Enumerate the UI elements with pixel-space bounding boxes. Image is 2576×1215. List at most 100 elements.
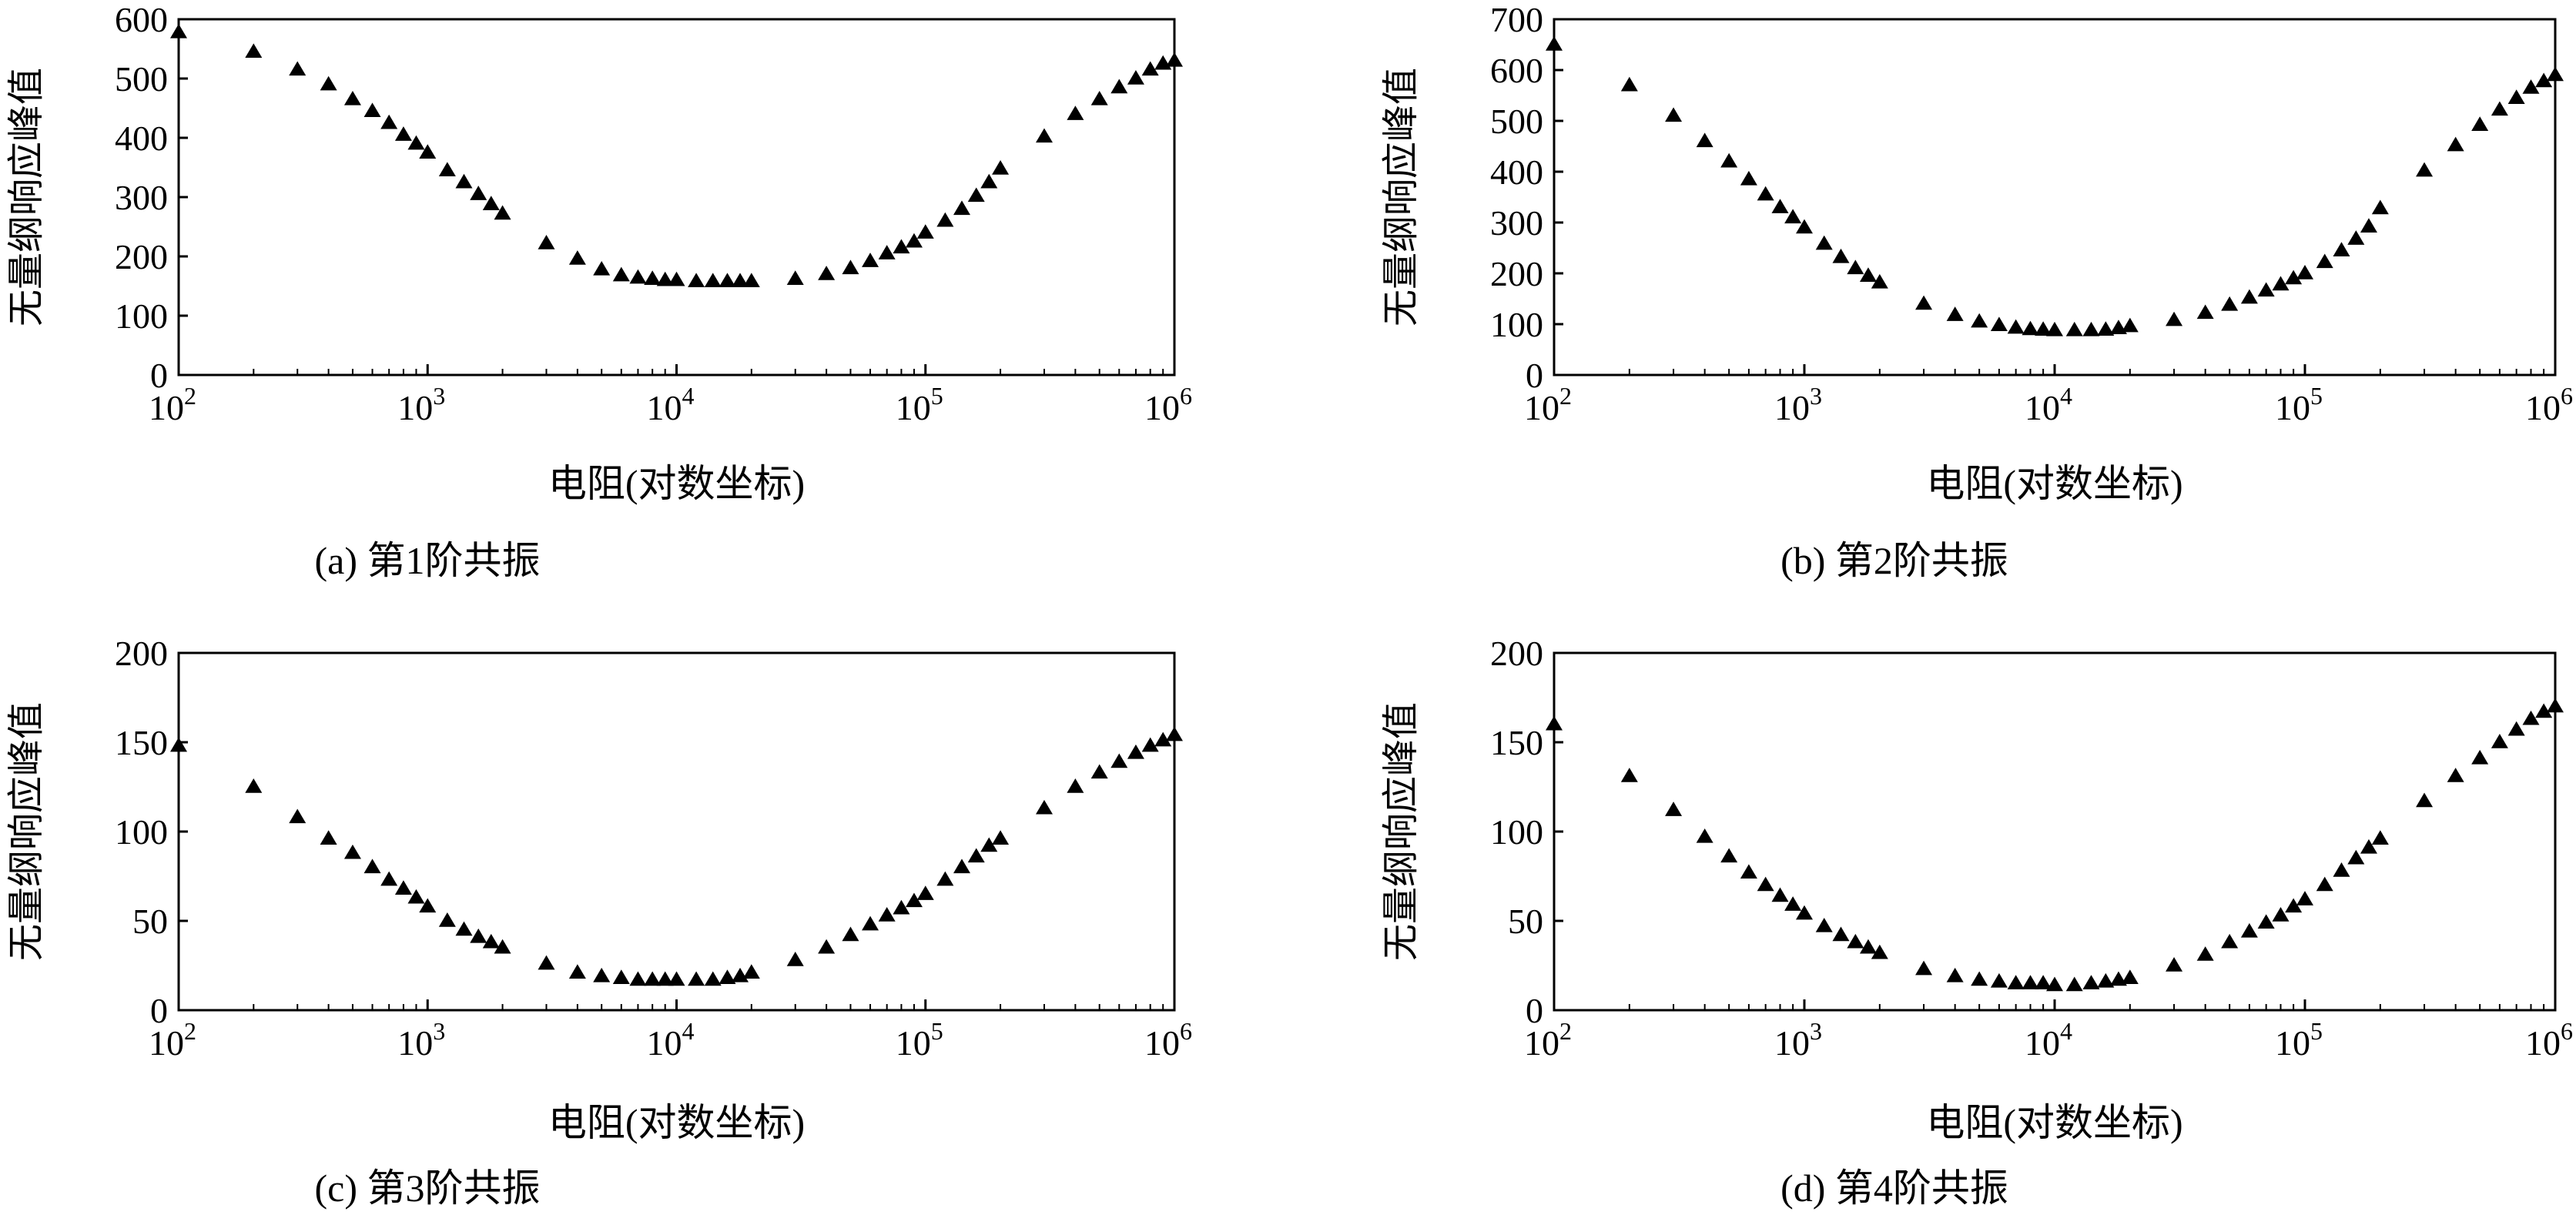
data-point-c xyxy=(394,880,412,895)
x-tick-label-a: 103 xyxy=(397,382,445,427)
data-point-b xyxy=(2371,199,2389,215)
data-point-d xyxy=(1815,917,1833,932)
data-point-a xyxy=(786,270,804,285)
x-tick-label-d: 102 xyxy=(1524,1017,1572,1063)
data-point-b xyxy=(2491,101,2508,116)
data-point-b xyxy=(2507,89,2525,104)
data-point-c xyxy=(936,871,954,886)
data-point-c xyxy=(629,971,647,986)
x-tick-label-a: 104 xyxy=(647,382,695,427)
data-point-c xyxy=(668,971,685,986)
y-tick-label-b: 500 xyxy=(1490,102,1543,141)
data-point-d xyxy=(1990,972,2008,988)
data-point-c xyxy=(289,808,307,824)
data-point-b xyxy=(2082,321,2100,336)
data-point-a xyxy=(363,102,381,118)
x-tick-label-c: 106 xyxy=(1144,1017,1192,1063)
x-tick-label-d: 105 xyxy=(2275,1017,2323,1063)
x-tick-base-d: 10 xyxy=(2275,1023,2310,1063)
data-point-a xyxy=(494,205,511,220)
data-point-d xyxy=(1771,887,1789,902)
x-tick-exponent-b: 6 xyxy=(2561,382,2573,410)
data-point-a xyxy=(905,233,923,248)
y-tick-label-d: 0 xyxy=(1526,991,1543,1030)
x-tick-exponent-d: 3 xyxy=(1810,1017,1822,1045)
data-point-a xyxy=(719,273,736,288)
data-point-a xyxy=(644,270,662,285)
data-point-b xyxy=(2221,296,2239,311)
chart-caption-a: (a) 第1阶共振 xyxy=(315,539,541,582)
data-point-c xyxy=(1154,731,1172,747)
data-point-c xyxy=(568,964,586,979)
y-tick-label-b: 300 xyxy=(1490,203,1543,243)
data-point-a xyxy=(1035,128,1053,143)
data-point-c xyxy=(704,971,722,986)
data-point-b xyxy=(1915,295,1933,310)
y-tick-label-a: 500 xyxy=(115,59,168,99)
data-point-a xyxy=(818,266,836,280)
data-point-d xyxy=(2347,849,2365,865)
data-point-a xyxy=(936,212,954,227)
x-tick-exponent-b: 4 xyxy=(2060,382,2072,410)
data-point-b xyxy=(2121,317,2139,333)
y-tick-label-b: 400 xyxy=(1490,152,1543,192)
y-tick-label-a: 600 xyxy=(115,0,168,39)
x-axis-label-c: 电阻(对数坐标) xyxy=(548,1101,805,1144)
data-point-d xyxy=(2416,792,2434,808)
x-tick-base-d: 10 xyxy=(2525,1023,2561,1063)
x-tick-base-b: 10 xyxy=(2025,388,2060,427)
data-point-c xyxy=(320,830,337,845)
data-point-d xyxy=(2535,703,2553,718)
chart-caption-d: (d) 第4阶共振 xyxy=(1780,1166,2008,1210)
data-point-d xyxy=(2082,975,2100,989)
x-tick-label-b: 103 xyxy=(1774,382,1822,427)
data-point-b xyxy=(2240,289,2258,304)
data-point-c xyxy=(593,967,611,982)
data-point-b xyxy=(2347,230,2365,245)
data-point-b xyxy=(2333,242,2350,256)
x-tick-base-b: 10 xyxy=(1774,388,1810,427)
y-tick-label-b: 200 xyxy=(1490,254,1543,293)
data-point-d xyxy=(1546,715,1563,731)
x-tick-label-b: 105 xyxy=(2275,382,2323,427)
data-point-a xyxy=(967,187,985,202)
data-point-d xyxy=(2507,721,2525,736)
data-point-b xyxy=(1665,107,1683,122)
data-point-b xyxy=(2257,282,2275,297)
x-tick-exponent-c: 4 xyxy=(682,1017,695,1045)
y-tick-label-d: 150 xyxy=(1490,723,1543,762)
data-point-d xyxy=(2065,976,2083,992)
data-point-c xyxy=(786,952,804,966)
y-tick-label-d: 100 xyxy=(1490,812,1543,852)
data-point-c xyxy=(343,844,361,859)
data-point-d xyxy=(1720,848,1738,863)
x-tick-label-b: 102 xyxy=(1524,382,1572,427)
x-tick-label-a: 102 xyxy=(149,382,196,427)
y-tick-label-b: 600 xyxy=(1490,51,1543,90)
data-point-c xyxy=(644,971,662,986)
x-tick-exponent-c: 2 xyxy=(184,1017,196,1045)
data-point-a xyxy=(1141,61,1159,76)
data-point-c xyxy=(380,871,398,886)
x-tick-label-c: 105 xyxy=(896,1017,943,1063)
x-tick-base-a: 10 xyxy=(149,388,184,427)
data-point-b xyxy=(2360,218,2377,233)
data-point-d xyxy=(1832,926,1850,942)
data-point-a xyxy=(953,200,970,216)
data-point-b xyxy=(1990,316,2008,332)
data-point-b xyxy=(2296,265,2313,279)
x-tick-base-a: 10 xyxy=(647,388,682,427)
data-point-d xyxy=(2166,957,2183,972)
data-point-b xyxy=(2196,304,2214,320)
data-point-b xyxy=(2046,321,2063,336)
data-point-c xyxy=(407,889,425,904)
data-point-a xyxy=(732,273,749,288)
data-point-b xyxy=(2166,311,2183,326)
data-point-b xyxy=(1784,209,1802,224)
data-point-c xyxy=(842,926,859,942)
data-point-c xyxy=(688,971,705,986)
plot-frame-b xyxy=(1553,18,2557,377)
